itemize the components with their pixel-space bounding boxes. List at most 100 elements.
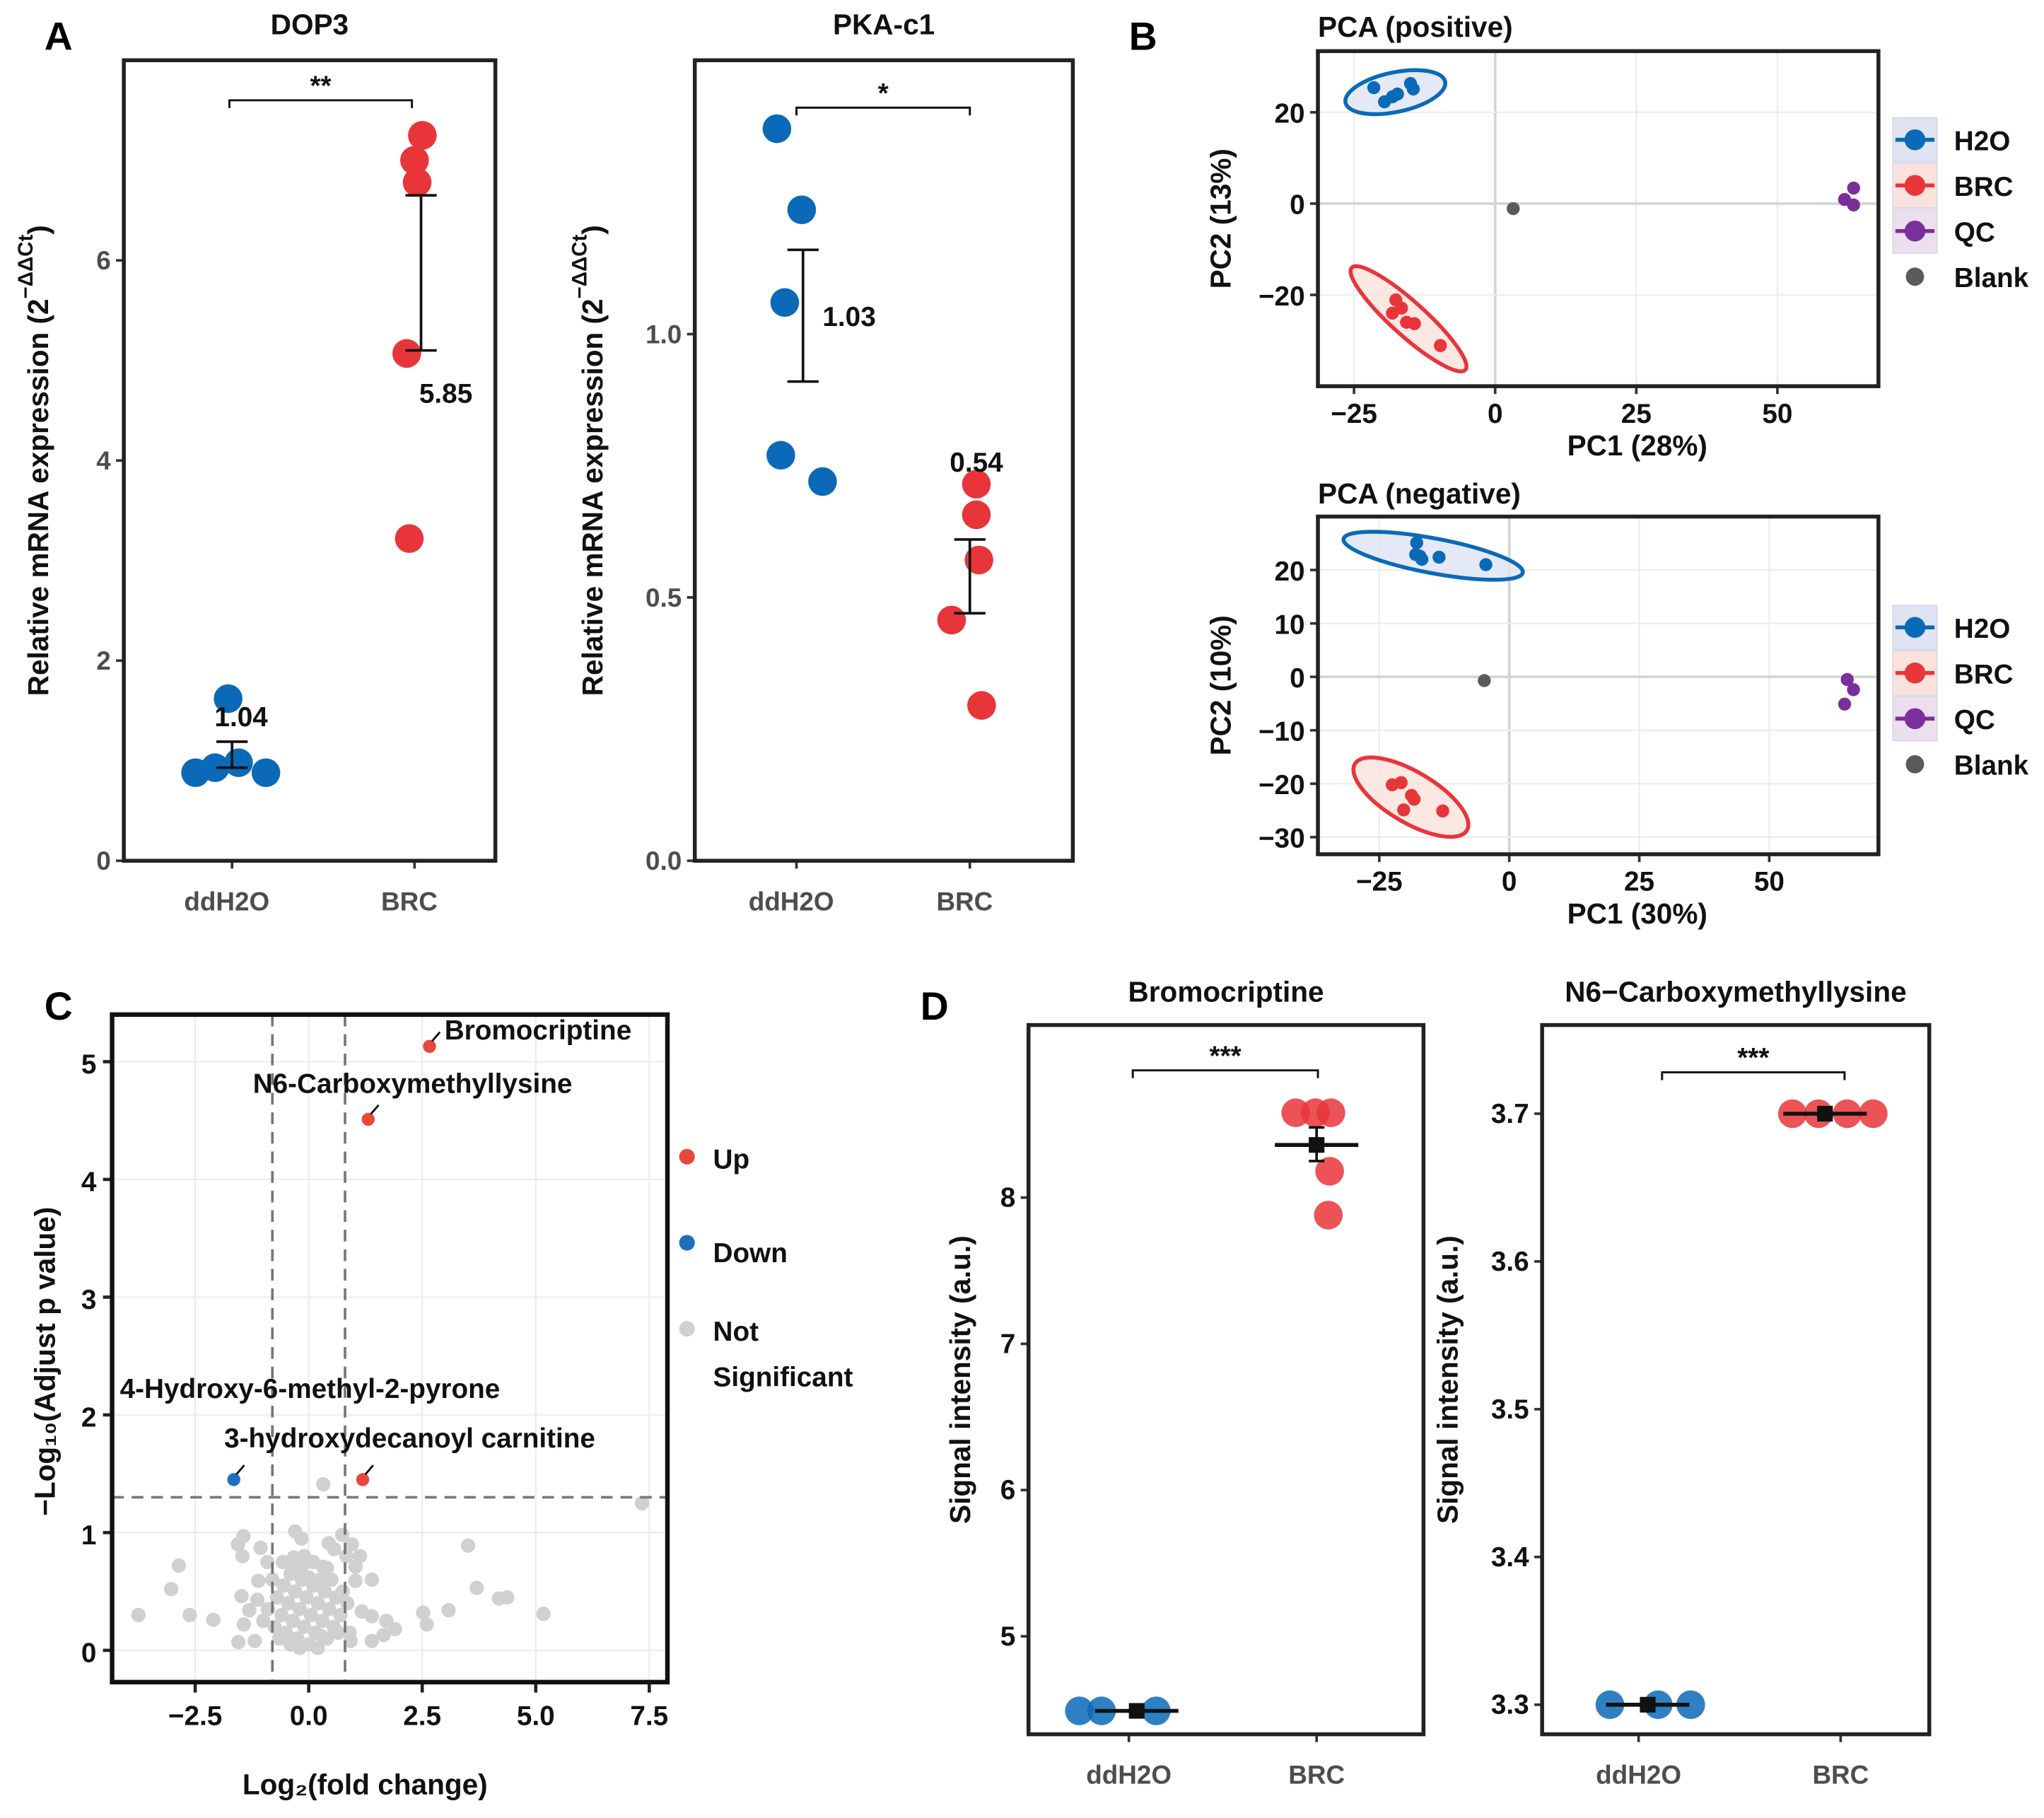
data-point-not-significant: [303, 1607, 318, 1623]
data-point-not-significant: [326, 1619, 341, 1634]
legend-label-line2: Significant: [713, 1362, 853, 1392]
legend-item-down: Down: [679, 1235, 788, 1269]
y-axis-label-superscript: −ΔΔCt: [14, 235, 37, 299]
data-point-not-significant: [634, 1496, 650, 1510]
legend-key-dot: [679, 1148, 695, 1165]
data-point-ddh2o: [770, 288, 800, 317]
mean-marker: [1817, 1105, 1833, 1122]
data-point-h2o: [1413, 549, 1427, 563]
data-point-not-significant: [250, 1592, 265, 1607]
x-tick-label: 50: [1754, 867, 1785, 897]
y-tick-label: 3.7: [1491, 1099, 1529, 1129]
x-tick-label: ddH2O: [1086, 1761, 1172, 1790]
data-point-not-significant: [335, 1584, 350, 1599]
y-tick-label: −20: [1258, 770, 1305, 800]
legend-key-dot: [1905, 267, 1925, 286]
y-axis-label: Relative mRNA expression (2−ΔΔCt): [568, 225, 609, 696]
data-point-brc: [937, 605, 966, 635]
y-tick-label: 8: [1000, 1183, 1016, 1213]
data-point-brc: [1314, 1201, 1343, 1230]
data-point-not-significant: [131, 1607, 146, 1623]
dop3-panel: DOP3 Relative mRNA expression (2−ΔΔCt) 0 2 4…: [14, 8, 498, 916]
data-point-not-significant: [340, 1596, 355, 1611]
legend-key-dot: [679, 1321, 695, 1337]
y-tick-label: 3: [81, 1285, 97, 1315]
y-axis-label-main: Relative mRNA expression (2: [22, 298, 54, 696]
data-point-up: [423, 1039, 436, 1054]
y-tick-label: 0: [81, 1638, 97, 1668]
significance-bracket: [1661, 1071, 1846, 1080]
data-point-not-significant: [251, 1573, 266, 1588]
annotation-label: Bromocriptine: [445, 1015, 632, 1046]
data-point-not-significant: [536, 1607, 551, 1621]
data-point-ddh2o: [200, 753, 230, 782]
y-tick-label: 5: [81, 1049, 97, 1080]
y-axis-label: Relative mRNA expression (2−ΔΔCt): [14, 225, 54, 696]
data-point-not-significant: [171, 1558, 187, 1573]
y-tick-label: 0: [1290, 190, 1305, 221]
legend-label: H2O: [1954, 126, 2011, 156]
data-point-not-significant: [276, 1578, 291, 1593]
x-tick-label: BRC: [1812, 1761, 1869, 1790]
y-tick-label: 0.5: [646, 583, 682, 612]
data-point-not-significant: [500, 1590, 515, 1605]
plot-frame: [1316, 49, 1881, 388]
panel-label-a: A: [45, 14, 73, 58]
data-point-not-significant: [364, 1572, 380, 1587]
significance-stars: *: [878, 78, 889, 109]
y-tick-label: 3.6: [1491, 1247, 1529, 1277]
data-point-not-significant: [265, 1572, 280, 1587]
mean-label: 5.85: [419, 378, 472, 409]
data-point-not-significant: [294, 1531, 309, 1546]
data-point-not-significant: [288, 1561, 303, 1575]
x-tick-label: ddH2O: [1596, 1761, 1681, 1790]
y-tick-label: 3.4: [1491, 1542, 1529, 1573]
data-point-not-significant: [419, 1617, 434, 1632]
data-point-brc: [1394, 301, 1408, 315]
data-point-brc: [1394, 776, 1408, 790]
y-axis-label: PC2 (10%): [1205, 615, 1237, 755]
data-point-brc: [1434, 339, 1447, 352]
data-point-brc: [1315, 1157, 1344, 1186]
plot-frame: [692, 58, 1075, 863]
data-point-up: [361, 1112, 375, 1126]
legend-item-brc: BRC: [1892, 163, 2014, 209]
data-point-brc: [964, 545, 993, 575]
data-point-not-significant: [234, 1589, 249, 1604]
annotation-label: N6-Carboxymethyllysine: [253, 1068, 573, 1099]
data-point-blank: [1507, 202, 1520, 216]
data-point-up: [356, 1473, 370, 1486]
legend-key-dot: [1905, 754, 1925, 774]
data-point-qc: [1847, 181, 1860, 195]
chart-title: DOP3: [271, 8, 349, 40]
data-point-brc: [1859, 1099, 1888, 1129]
data-point-qc: [1847, 198, 1860, 212]
legend-key-dot: [1904, 708, 1926, 730]
legend-label: Blank: [1954, 751, 2029, 781]
data-point-not-significant: [253, 1540, 268, 1556]
annotation-label: 4-Hydroxy-6-methyl-2-pyrone: [120, 1374, 501, 1404]
data-point-not-significant: [364, 1609, 380, 1624]
data-point-not-significant: [269, 1590, 284, 1605]
annotation-leader: [364, 1464, 374, 1476]
y-tick-label: 3.3: [1491, 1690, 1529, 1720]
data-point-ddh2o: [1065, 1696, 1094, 1725]
data-point-brc: [1405, 788, 1418, 803]
x-tick-label: BRC: [936, 887, 993, 916]
mean-label: 1.04: [214, 702, 268, 733]
data-point-not-significant: [292, 1641, 307, 1655]
data-point-not-significant: [322, 1602, 337, 1616]
plot-frame: [1026, 1022, 1426, 1737]
panel-label-c: C: [45, 984, 73, 1028]
data-point-not-significant: [310, 1596, 325, 1611]
data-point-not-significant: [247, 1633, 262, 1648]
data-point-not-significant: [242, 1603, 257, 1618]
y-axis-label: Signal intensity (a.u.): [1431, 1235, 1464, 1524]
x-tick-label: 0: [1488, 399, 1503, 429]
y-tick-label: 2: [81, 1403, 97, 1433]
y-tick-label: 4: [81, 1167, 97, 1198]
data-point-not-significant: [256, 1614, 271, 1628]
data-point-h2o: [1410, 536, 1423, 549]
data-point-brc: [1408, 317, 1421, 330]
data-point-brc: [962, 470, 991, 499]
